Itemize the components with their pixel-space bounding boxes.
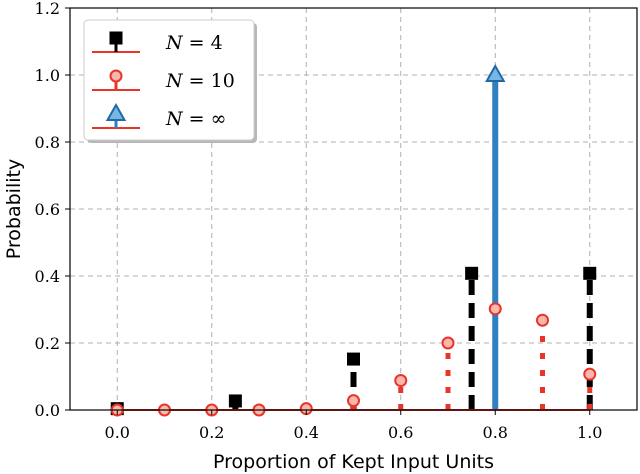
x-tick-label: 0.0 (105, 423, 130, 442)
legend-marker (109, 69, 123, 83)
stem-marker (347, 352, 360, 366)
y-tick-label: 1.2 (35, 0, 60, 18)
stem-marker (536, 313, 549, 327)
legend-marker (105, 102, 127, 121)
y-tick-label: 0.2 (35, 334, 60, 353)
axis-ticks: 0.0 0.2 0.4 0.6 0.8 1.0 0.0 0.2 0.4 0.6 0.8 1.0 1.2 (35, 0, 603, 442)
legend-label: N = ∞ (165, 108, 226, 130)
legend-marker (109, 31, 123, 45)
legend: N = 4 N = 10 N = ∞ (83, 19, 257, 143)
legend-label: N = 10 (165, 70, 235, 92)
stem-marker (228, 394, 242, 408)
stem-marker (488, 302, 502, 316)
stem-marker (465, 266, 479, 280)
y-tick-label: 0.6 (35, 200, 60, 219)
stem-marker (394, 374, 408, 388)
x-tick-label: 0.2 (199, 423, 224, 442)
stem-marker (441, 336, 455, 350)
stem-marker (583, 367, 597, 381)
stem-marker (347, 394, 360, 408)
legend-label: N = 4 (165, 32, 223, 54)
stem-marker (583, 266, 597, 280)
y-tick-label: 1.0 (35, 66, 60, 85)
legend-box (83, 19, 255, 141)
y-axis-label: Probability (3, 159, 25, 259)
x-tick-label: 1.0 (577, 423, 602, 442)
x-axis-label: Proportion of Kept Input Units (213, 451, 494, 473)
x-tick-label: 0.4 (294, 423, 319, 442)
y-tick-label: 0.0 (35, 401, 60, 420)
x-tick-label: 0.8 (483, 423, 508, 442)
stem-marker (485, 63, 506, 82)
y-tick-label: 0.4 (35, 267, 60, 286)
y-tick-label: 0.8 (35, 133, 60, 152)
x-tick-label: 0.6 (388, 423, 413, 442)
